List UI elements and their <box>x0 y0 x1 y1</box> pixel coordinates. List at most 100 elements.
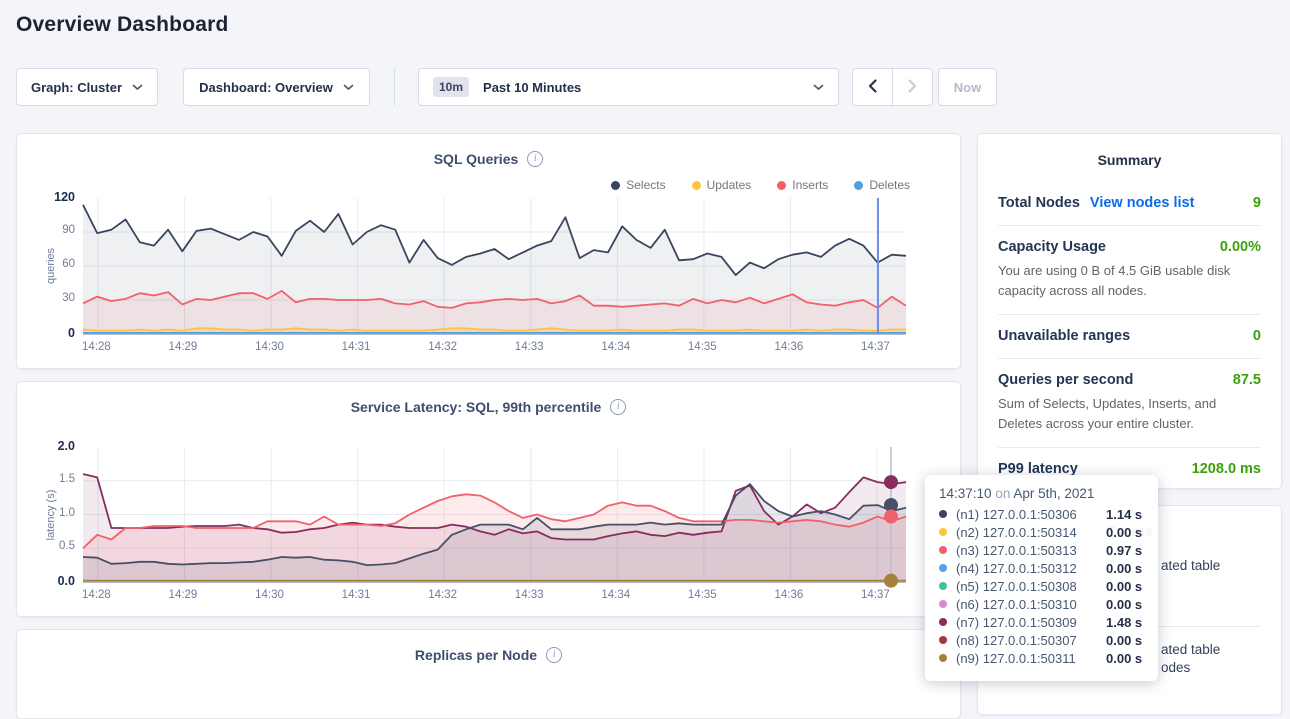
legend-item-updates[interactable]: Updates <box>692 178 752 192</box>
unavailable-ranges-label: Unavailable ranges <box>998 328 1130 344</box>
next-timewindow-button[interactable] <box>892 68 933 106</box>
x-tick-label: 14:34 <box>601 589 630 601</box>
x-tick-label: 14:33 <box>515 341 544 353</box>
x-tick-label: 14:31 <box>342 589 371 601</box>
x-tick-label: 14:36 <box>774 341 803 353</box>
tooltip-node-row: (n2) 127.0.0.1:503140.00 s <box>939 523 1144 541</box>
time-range-dropdown[interactable]: 10m Past 10 Minutes <box>418 68 839 106</box>
y-tick-label: 60 <box>27 258 75 270</box>
y-tick-label: 2.0 <box>27 439 75 453</box>
tooltip-node-value: 1.48 s <box>1106 615 1142 630</box>
tooltip-node-name: (n3) 127.0.0.1:50313 <box>956 543 1106 558</box>
y-tick-label: 0.0 <box>27 574 75 588</box>
x-tick-label: 14:29 <box>169 589 198 601</box>
prev-timewindow-button[interactable] <box>852 68 893 106</box>
replicas-per-node-card: Replicas per Node i <box>16 629 961 719</box>
qps-label: Queries per second <box>998 372 1133 388</box>
tooltip-node-row: (n6) 127.0.0.1:503100.00 s <box>939 595 1144 613</box>
node-color-dot-icon <box>939 582 947 590</box>
toolbar-divider <box>394 68 395 106</box>
node-color-dot-icon <box>939 564 947 572</box>
x-tick-label: 14:36 <box>774 589 803 601</box>
tooltip-node-row: (n4) 127.0.0.1:503120.00 s <box>939 559 1144 577</box>
x-tick-label: 14:29 <box>169 341 198 353</box>
unavailable-ranges-value: 0 <box>1253 328 1261 344</box>
total-nodes-label: Total Nodes <box>998 195 1080 211</box>
x-tick-label: 14:34 <box>601 341 630 353</box>
tooltip-node-row: (n8) 127.0.0.1:503070.00 s <box>939 631 1144 649</box>
tooltip-node-name: (n7) 127.0.0.1:50309 <box>956 615 1106 630</box>
x-tick-label: 14:28 <box>82 341 111 353</box>
node-color-dot-icon <box>939 546 947 554</box>
tooltip-node-value: 0.97 s <box>1106 543 1142 558</box>
y-tick-label: 30 <box>27 292 75 304</box>
summary-panel: Summary Total Nodes View nodes list 9 Ca… <box>977 133 1282 489</box>
x-tick-label: 14:30 <box>255 341 284 353</box>
updates-dot-icon <box>692 181 701 190</box>
y-tick-label: 120 <box>27 190 75 204</box>
chevron-left-icon <box>868 79 877 96</box>
legend-item-inserts[interactable]: Inserts <box>777 178 828 192</box>
view-nodes-list-link[interactable]: View nodes list <box>1090 195 1195 211</box>
legend-item-deletes[interactable]: Deletes <box>854 178 910 192</box>
x-tick-label: 14:31 <box>342 341 371 353</box>
inserts-dot-icon <box>777 181 786 190</box>
p99-latency-value: 1208.0 ms <box>1192 461 1261 477</box>
info-icon[interactable]: i <box>527 151 543 167</box>
capacity-usage-value: 0.00% <box>1220 239 1261 255</box>
node-color-dot-icon <box>939 636 947 644</box>
qps-value: 87.5 <box>1233 372 1261 388</box>
sql-queries-plot[interactable] <box>83 198 906 334</box>
chart-hover-tooltip: 14:37:10 on Apr 5th, 2021 (n1) 127.0.0.1… <box>925 475 1158 681</box>
node-color-dot-icon <box>939 528 947 536</box>
y-tick-label: 0 <box>27 326 75 340</box>
x-tick-label: 14:32 <box>428 589 457 601</box>
event-row-fragment[interactable]: ated table <box>1161 558 1220 573</box>
event-row-fragment[interactable]: odes <box>1161 660 1190 675</box>
node-color-dot-icon <box>939 654 947 662</box>
capacity-usage-desc: You are using 0 B of 4.5 GiB usable disk… <box>998 261 1261 300</box>
tooltip-node-row: (n9) 127.0.0.1:503110.00 s <box>939 649 1144 667</box>
chart-legend: Selects Updates Inserts Deletes <box>611 178 910 192</box>
chart-title: Service Latency: SQL, 99th percentile <box>351 399 602 415</box>
capacity-usage-label: Capacity Usage <box>998 239 1106 255</box>
x-tick-label: 14:37 <box>861 341 890 353</box>
x-tick-label: 14:32 <box>428 341 457 353</box>
tooltip-node-row: (n3) 127.0.0.1:503130.97 s <box>939 541 1144 559</box>
x-tick-label: 14:28 <box>82 589 111 601</box>
summary-title: Summary <box>978 152 1281 168</box>
chevron-down-icon <box>132 84 143 91</box>
x-tick-label: 14:35 <box>688 341 717 353</box>
chart-title: SQL Queries <box>434 151 519 167</box>
info-icon[interactable]: i <box>610 399 626 415</box>
x-tick-label: 14:37 <box>861 589 890 601</box>
legend-item-selects[interactable]: Selects <box>611 178 665 192</box>
tooltip-node-name: (n8) 127.0.0.1:50307 <box>956 633 1106 648</box>
chart-title: Replicas per Node <box>415 647 537 663</box>
service-latency-plot[interactable] <box>83 447 906 582</box>
dashboard-dropdown[interactable]: Dashboard: Overview <box>183 68 370 106</box>
tooltip-node-row: (n5) 127.0.0.1:503080.00 s <box>939 577 1144 595</box>
sql-queries-card: SQL Queries i Selects Updates Inserts De… <box>16 133 961 369</box>
y-tick-label: 1.0 <box>27 507 75 519</box>
now-button[interactable]: Now <box>938 68 997 106</box>
graph-dropdown[interactable]: Graph: Cluster <box>16 68 158 106</box>
selects-dot-icon <box>611 181 620 190</box>
tooltip-node-row: (n1) 127.0.0.1:503061.14 s <box>939 505 1144 523</box>
tooltip-timestamp: 14:37:10 on Apr 5th, 2021 <box>939 486 1144 501</box>
service-latency-card: Service Latency: SQL, 99th percentile i … <box>16 381 961 617</box>
event-row-fragment[interactable]: ated table <box>1161 642 1220 657</box>
tooltip-node-value: 0.00 s <box>1106 561 1142 576</box>
tooltip-node-value: 0.00 s <box>1106 651 1142 666</box>
node-color-dot-icon <box>939 600 947 608</box>
node-color-dot-icon <box>939 618 947 626</box>
node-color-dot-icon <box>939 510 947 518</box>
tooltip-node-name: (n1) 127.0.0.1:50306 <box>956 507 1106 522</box>
tooltip-node-name: (n2) 127.0.0.1:50314 <box>956 525 1106 540</box>
info-icon[interactable]: i <box>546 647 562 663</box>
graph-dropdown-label: Graph: Cluster <box>31 80 122 95</box>
tooltip-node-name: (n9) 127.0.0.1:50311 <box>956 651 1106 666</box>
dashboard-dropdown-label: Dashboard: Overview <box>199 80 333 95</box>
page-title: Overview Dashboard <box>16 13 229 37</box>
tooltip-node-name: (n6) 127.0.0.1:50310 <box>956 597 1106 612</box>
